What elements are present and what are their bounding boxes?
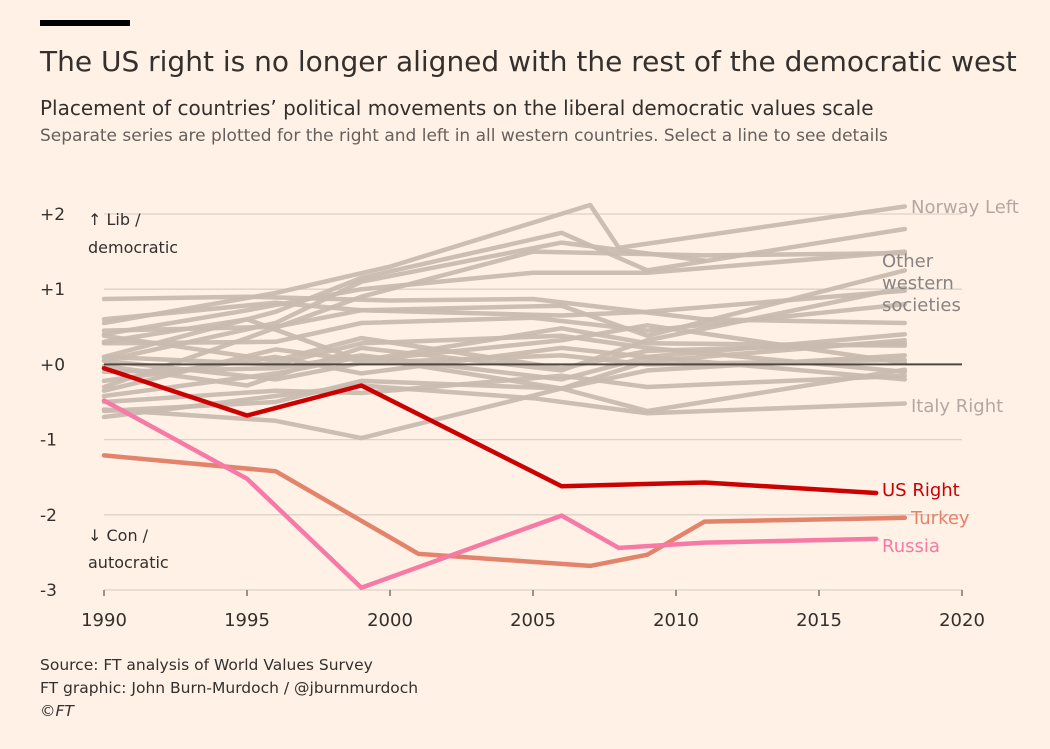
background-series-line bbox=[101, 288, 908, 322]
copyright: ©FT bbox=[40, 702, 74, 720]
series-line-turkey bbox=[101, 453, 908, 569]
x-axis-ticks bbox=[103, 590, 963, 596]
background-series-line bbox=[101, 326, 908, 393]
background-series-lines bbox=[101, 202, 908, 441]
y-axis-tick-labels: +2 +1 +0 -1 -2 -3 bbox=[40, 205, 65, 601]
background-series-line bbox=[101, 249, 908, 337]
axis-notes: ↑ Lib / democratic ↓ Con / autocratic bbox=[88, 210, 178, 572]
label-other-line2: western bbox=[882, 273, 954, 294]
y-tick-label: -2 bbox=[40, 506, 57, 526]
source-note: Source: FT analysis of World Values Surv… bbox=[40, 656, 373, 674]
x-tick-label: 2015 bbox=[796, 610, 842, 631]
x-axis-tick-labels: 1990 1995 2000 2005 2010 2015 2020 bbox=[81, 610, 985, 631]
x-tick-label: 2010 bbox=[653, 610, 699, 631]
series-line-us-right bbox=[101, 365, 879, 496]
x-tick-label: 1990 bbox=[81, 610, 127, 631]
chart-description: Separate series are plotted for the righ… bbox=[40, 126, 888, 146]
label-italy-right: Italy Right bbox=[911, 396, 1003, 417]
label-other-line3: societies bbox=[882, 295, 961, 316]
y-tick-label: +2 bbox=[40, 205, 65, 225]
highlighted-series-lines bbox=[101, 365, 908, 590]
footer: Source: FT analysis of World Values Surv… bbox=[40, 654, 418, 723]
x-tick-label: 1995 bbox=[224, 610, 270, 631]
label-us-right: US Right bbox=[882, 480, 960, 501]
x-tick-label: 2020 bbox=[939, 610, 985, 631]
background-series-line bbox=[101, 249, 908, 390]
label-norway-left: Norway Left bbox=[911, 197, 1019, 218]
background-series-line bbox=[101, 317, 908, 366]
graphic-credit: FT graphic: John Burn-Murdoch / @jburnmu… bbox=[40, 679, 419, 697]
label-turkey: Turkey bbox=[910, 508, 970, 529]
note-autocratic: autocratic bbox=[88, 553, 169, 572]
y-tick-label: +1 bbox=[40, 280, 65, 300]
series-labels: Norway Left Italy Right Otherwesternsociet… bbox=[882, 197, 1019, 557]
note-democratic: democratic bbox=[88, 238, 178, 257]
background-series-line bbox=[101, 333, 908, 375]
background-series-line bbox=[101, 353, 908, 414]
ft-top-rule bbox=[40, 20, 130, 26]
background-series-line bbox=[101, 240, 707, 363]
chart-subtitle: Placement of countries’ political moveme… bbox=[40, 96, 874, 120]
label-other-line1: Other bbox=[882, 251, 934, 272]
note-lib: ↑ Lib / bbox=[88, 210, 141, 229]
x-tick-label: 2005 bbox=[510, 610, 556, 631]
chart-title: The US right is no longer aligned with t… bbox=[40, 45, 1017, 78]
y-tick-label: +0 bbox=[40, 355, 65, 375]
note-con: ↓ Con / bbox=[88, 526, 149, 545]
y-tick-label: -1 bbox=[40, 431, 57, 451]
label-russia: Russia bbox=[882, 536, 940, 557]
series-line-russia bbox=[101, 398, 879, 590]
background-series-line bbox=[101, 367, 908, 441]
x-tick-label: 2000 bbox=[367, 610, 413, 631]
y-tick-label: -3 bbox=[40, 581, 57, 601]
background-series-line bbox=[101, 383, 908, 420]
